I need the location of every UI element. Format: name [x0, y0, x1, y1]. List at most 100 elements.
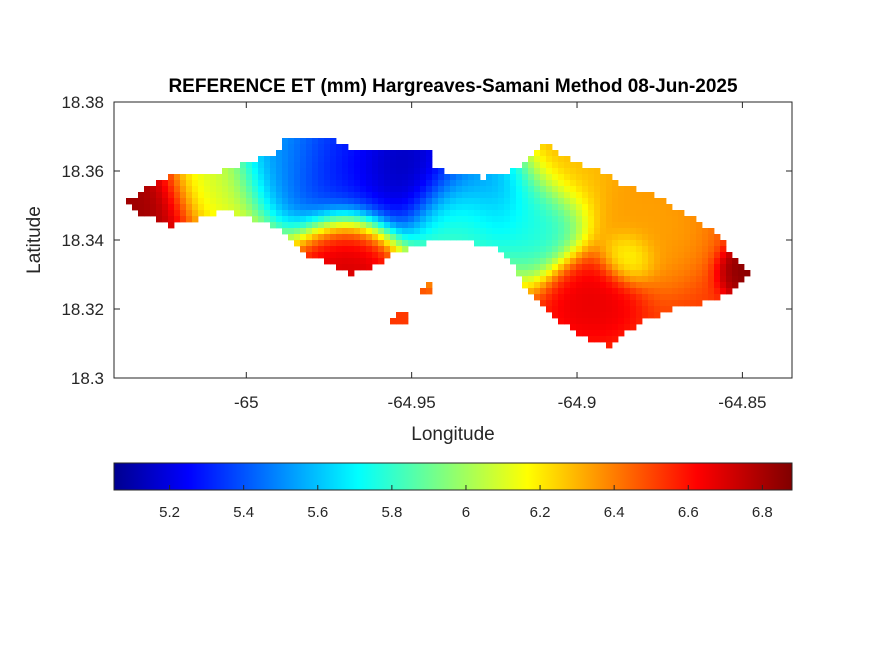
- heatmap-cell: [582, 282, 589, 289]
- heatmap-cell: [384, 162, 391, 169]
- heatmap-cell: [600, 228, 607, 235]
- heatmap-cell: [690, 216, 697, 223]
- heatmap-cell: [696, 264, 703, 271]
- heatmap-cell: [504, 198, 511, 205]
- heatmap-cell: [372, 252, 379, 259]
- heatmap-cell: [498, 192, 505, 199]
- heatmap-cell: [546, 156, 553, 163]
- heatmap-cell: [594, 330, 601, 337]
- heatmap-cell: [306, 240, 313, 247]
- heatmap-cell: [414, 210, 421, 217]
- heatmap-cell: [576, 312, 583, 319]
- heatmap-cell: [360, 234, 367, 241]
- heatmap-cell: [408, 216, 415, 223]
- heatmap-cell: [690, 288, 697, 295]
- heatmap-cell: [342, 198, 349, 205]
- heatmap-cell: [420, 288, 427, 295]
- heatmap-cell: [552, 252, 559, 259]
- heatmap-cell: [324, 210, 331, 217]
- heatmap-cell: [312, 150, 319, 157]
- heatmap-cell: [540, 222, 547, 229]
- heatmap-cell: [438, 216, 445, 223]
- heatmap-cell: [624, 306, 631, 313]
- heatmap-cell: [282, 192, 289, 199]
- heatmap-cell: [306, 138, 313, 145]
- heatmap-cell: [468, 216, 475, 223]
- heatmap-cell: [660, 288, 667, 295]
- heatmap-cell: [528, 276, 535, 283]
- heatmap-cell: [678, 294, 685, 301]
- heatmap-cell: [570, 180, 577, 187]
- y-axis-label: Latitude: [24, 206, 45, 274]
- heatmap-cell: [726, 282, 733, 289]
- heatmap-cell: [240, 204, 247, 211]
- heatmap-cell: [156, 210, 163, 217]
- colorbar-gradient: [114, 463, 792, 490]
- heatmap-cell: [636, 234, 643, 241]
- x-axis: -65 -64.95 -64.9 -64.85: [234, 102, 766, 412]
- heatmap-cell: [480, 180, 487, 187]
- heatmap-cell: [252, 186, 259, 193]
- heatmap-cell: [492, 240, 499, 247]
- heatmap-cell: [684, 288, 691, 295]
- heatmap-cell: [210, 174, 217, 181]
- heatmap-cell: [540, 174, 547, 181]
- heatmap-cell: [630, 306, 637, 313]
- heatmap-cell: [690, 222, 697, 229]
- heatmap-cell: [414, 174, 421, 181]
- heatmap-cell: [402, 246, 409, 253]
- heatmap-cell: [150, 210, 157, 217]
- heatmap-cell: [342, 162, 349, 169]
- heatmap-cell: [312, 222, 319, 229]
- heatmap-cell: [570, 294, 577, 301]
- heatmap-cell: [390, 150, 397, 157]
- heatmap-cell: [312, 198, 319, 205]
- heatmap-cell: [300, 204, 307, 211]
- heatmap-cell: [516, 270, 523, 277]
- heatmap-cell: [372, 174, 379, 181]
- heatmap-cell: [528, 282, 535, 289]
- heatmap-cell: [594, 204, 601, 211]
- heatmap-cell: [558, 186, 565, 193]
- heatmap-cell: [696, 258, 703, 265]
- heatmap-cell: [630, 204, 637, 211]
- heatmap-cell: [582, 240, 589, 247]
- heatmap-cell: [246, 204, 253, 211]
- heatmap-cell: [516, 180, 523, 187]
- heatmap-cell: [462, 174, 469, 181]
- heatmap-cell: [630, 234, 637, 241]
- heatmap-cell: [396, 150, 403, 157]
- heatmap-cell: [660, 276, 667, 283]
- heatmap-cell: [144, 198, 151, 205]
- heatmap-cell: [162, 210, 169, 217]
- heatmap-cell: [354, 246, 361, 253]
- heatmap-cell: [612, 246, 619, 253]
- heatmap-cell: [522, 186, 529, 193]
- heatmap-cell: [540, 204, 547, 211]
- heatmap-cell: [420, 186, 427, 193]
- heatmap-cell: [558, 306, 565, 313]
- heatmap-cell: [594, 228, 601, 235]
- heatmap-cell: [588, 306, 595, 313]
- heatmap-cell: [612, 228, 619, 235]
- heatmap-cell: [642, 294, 649, 301]
- heatmap-cell: [654, 240, 661, 247]
- heatmap-cell: [498, 204, 505, 211]
- heatmap-cell: [690, 240, 697, 247]
- heatmap-cell: [150, 186, 157, 193]
- heatmap-cell: [306, 150, 313, 157]
- heatmap-cell: [558, 234, 565, 241]
- heatmap-cell: [354, 252, 361, 259]
- heatmap-cell: [396, 174, 403, 181]
- heatmap-cell: [312, 162, 319, 169]
- heatmap-cell: [582, 276, 589, 283]
- heatmap-cell: [336, 204, 343, 211]
- heatmap-cell: [276, 210, 283, 217]
- heatmap-cell: [402, 216, 409, 223]
- heatmap-cell: [624, 264, 631, 271]
- heatmap-cell: [606, 228, 613, 235]
- heatmap-cell: [552, 174, 559, 181]
- heatmap-cell: [276, 180, 283, 187]
- heatmap-cell: [540, 198, 547, 205]
